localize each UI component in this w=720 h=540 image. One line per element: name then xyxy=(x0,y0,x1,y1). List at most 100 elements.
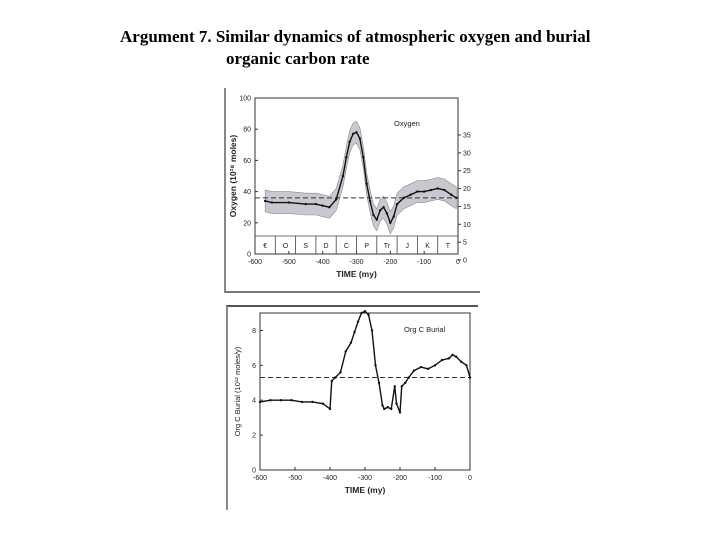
data-point xyxy=(263,199,267,203)
data-point xyxy=(355,131,358,134)
y-tick-label: 0 xyxy=(247,252,251,259)
legend-label: Org C Burial xyxy=(404,325,446,334)
data-point xyxy=(392,215,395,218)
y-tick-label: 60 xyxy=(243,158,251,165)
data-point xyxy=(270,201,274,204)
data-point xyxy=(451,353,454,357)
data-point xyxy=(389,221,392,224)
data-point xyxy=(393,385,396,388)
data-point xyxy=(429,188,433,192)
y-tick-label: 8 xyxy=(252,328,256,335)
data-point xyxy=(400,385,403,388)
legend-label: Oxygen xyxy=(394,119,420,128)
data-point xyxy=(328,206,331,209)
data-point xyxy=(412,369,416,372)
data-point xyxy=(450,193,453,196)
org-c-burial-chart: -600 -500 -400 -300 -200 -100 0 0 2 4 6 8 Org C Buri… xyxy=(226,305,478,510)
data-point xyxy=(390,407,393,411)
x-tick-label: -500 xyxy=(288,475,302,482)
data-point xyxy=(363,310,367,313)
x-tick-label: -100 xyxy=(417,259,431,266)
plot-frame xyxy=(259,312,471,471)
data-point xyxy=(455,196,458,200)
data-point xyxy=(304,202,307,206)
right-tick-label: 15 xyxy=(463,204,471,211)
data-point xyxy=(370,329,374,332)
period-label: C xyxy=(344,243,349,250)
right-tick-label: 0 xyxy=(463,258,467,265)
data-point xyxy=(345,156,348,159)
right-tick-label: 10 xyxy=(463,222,471,229)
data-point xyxy=(378,209,382,212)
oxygen-chart-svg: -600 -500 -400 -300 -200 -100 0020406080100051… xyxy=(228,96,471,280)
y-tick-label: 80 xyxy=(243,127,251,134)
y-axis-label: Oxygen (10¹⁸ moles) xyxy=(228,135,238,218)
data-point xyxy=(416,190,419,193)
data-point xyxy=(368,199,372,203)
data-point xyxy=(440,358,444,362)
org-c-burial-chart-svg: -600 -500 -400 -300 -200 -100 0 0 2 4 6 8 Org C Buri… xyxy=(233,310,472,495)
data-point xyxy=(269,399,272,402)
data-point xyxy=(314,202,318,206)
data-point xyxy=(447,357,451,360)
data-point xyxy=(334,376,337,379)
slide-title-line1: Argument 7. Similar dynamics of atmosphe… xyxy=(120,27,591,46)
data-point xyxy=(419,365,423,369)
data-point xyxy=(300,400,304,404)
y-tick-label: 4 xyxy=(252,398,256,405)
data-point xyxy=(287,201,291,204)
period-label: S xyxy=(303,243,308,250)
data-point xyxy=(381,404,384,407)
period-label: P xyxy=(364,243,369,250)
x-axis-label: TIME (my) xyxy=(345,485,386,495)
data-point xyxy=(279,399,283,402)
right-tick-label: 35 xyxy=(463,133,471,140)
data-point xyxy=(409,193,412,196)
data-point xyxy=(339,371,342,374)
data-point xyxy=(321,402,325,405)
slide-title: Argument 7. Similar dynamics of atmosphe… xyxy=(120,26,700,70)
data-point xyxy=(358,137,362,140)
period-label: K xyxy=(425,243,430,250)
x-tick-label: -400 xyxy=(316,259,330,266)
x-tick-label: 0 xyxy=(468,475,472,482)
data-point xyxy=(468,376,472,379)
data-point xyxy=(367,313,370,316)
oxygen-chart: -600 -500 -400 -300 -200 -100 0 0 20 40 60 80 100 0 5 1… xyxy=(224,88,480,293)
right-tick-label: 25 xyxy=(463,168,471,175)
data-point xyxy=(404,381,407,384)
period-label: € xyxy=(263,243,267,250)
data-point xyxy=(383,407,386,411)
data-point xyxy=(398,411,402,414)
data-point xyxy=(360,311,363,315)
right-tick-label: 5 xyxy=(463,240,467,247)
y-tick-label: 20 xyxy=(243,220,251,227)
period-label: J xyxy=(406,243,410,250)
data-point xyxy=(385,212,389,215)
period-label: Tr xyxy=(384,243,391,250)
right-tick-label: 30 xyxy=(463,150,471,157)
y-tick-label: 6 xyxy=(252,363,256,370)
x-tick-label: 0 xyxy=(456,259,460,266)
right-tick-label: 20 xyxy=(463,186,471,193)
data-point xyxy=(375,218,378,221)
data-point xyxy=(362,156,365,159)
data-point xyxy=(258,400,262,404)
data-point xyxy=(372,213,375,217)
data-point xyxy=(365,182,368,185)
data-point xyxy=(443,188,446,192)
data-point xyxy=(349,341,353,344)
data-point xyxy=(407,376,410,379)
data-point xyxy=(290,399,293,402)
slide-title-line2: organic carbon rate xyxy=(226,49,370,68)
data-point xyxy=(460,360,463,364)
data-point xyxy=(374,364,377,367)
data-point xyxy=(436,187,439,190)
data-point xyxy=(395,202,399,206)
x-tick-label: -200 xyxy=(393,475,407,482)
x-tick-label: -200 xyxy=(383,259,397,266)
period-label: D xyxy=(324,243,329,250)
y-tick-label: 100 xyxy=(239,96,251,103)
x-tick-label: -300 xyxy=(358,475,372,482)
data-point xyxy=(402,196,406,200)
